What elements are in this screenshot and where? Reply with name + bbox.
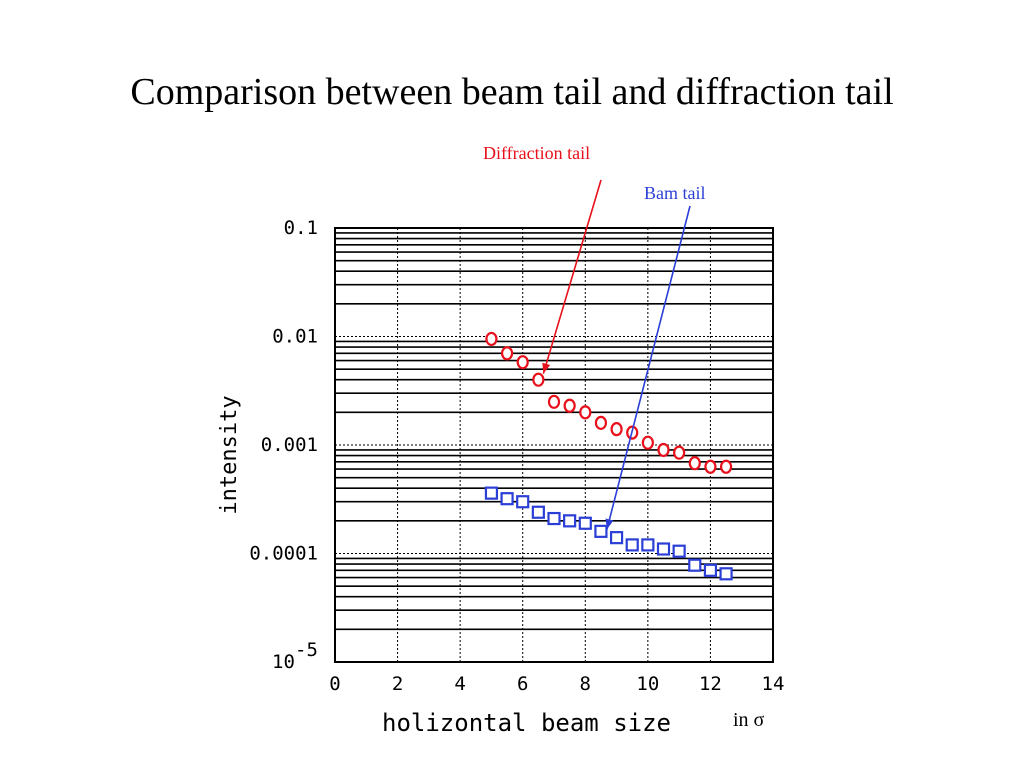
slide-title: Comparison between beam tail and diffrac… [130, 71, 894, 113]
beam-tail-point [531, 505, 545, 519]
x-axis-label: holizontal beam size [382, 709, 671, 737]
x-tick-label: 0 [329, 673, 340, 695]
diffraction-tail-point [610, 422, 623, 437]
y-tick-label: 0.1 [284, 217, 318, 239]
beam-tail-point [516, 495, 530, 509]
y-tick-label-exponent: -5 [295, 639, 318, 661]
diffraction-tail-point [719, 459, 733, 474]
beam-tail-point [656, 542, 671, 556]
diffraction-tail-point [688, 456, 701, 471]
diffraction-tail-point [657, 442, 670, 458]
beam-tail-point [703, 563, 718, 577]
x-tick-label: 8 [580, 673, 591, 695]
y-axis-label: intensity [217, 395, 242, 514]
beam-tail-point [500, 492, 514, 506]
arrow-shaft [542, 179, 602, 374]
x-tick-labels: 0 2 4 6 8 10 12 14 [329, 673, 784, 695]
y-tick-label: 0.01 [272, 326, 318, 348]
arrow-head [605, 518, 614, 530]
diffraction-tail-point [547, 394, 561, 409]
diffraction-tail-annotation: Diffraction tail [483, 143, 590, 163]
x-tick-label: 2 [392, 673, 403, 695]
diffraction-tail-point [500, 346, 514, 361]
beam-tail-point [563, 514, 577, 528]
diffraction-tail-point [485, 331, 498, 347]
diffraction-tail-point [641, 435, 654, 450]
y-tick-label: 0.0001 [249, 543, 318, 565]
diffraction-tail-point [704, 459, 717, 474]
annotation-arrows [542, 179, 691, 530]
beam-tail-point [578, 516, 592, 530]
x-tick-label: 4 [454, 673, 465, 695]
x-tick-label: 6 [517, 673, 528, 695]
beam-tail-point [484, 486, 499, 500]
x-tick-label: 14 [762, 673, 785, 695]
y-tick-label-base: 10 [272, 651, 295, 673]
beam-tail-point [547, 511, 561, 526]
y-tick-labels: 0.1 0.01 0.001 0.0001 10-5 [249, 217, 318, 673]
diffraction-tail-arrow [542, 179, 602, 374]
data-markers [484, 331, 733, 581]
beam-tail-point [625, 538, 639, 552]
beam-tail-point [719, 567, 733, 581]
x-axis-unit: in σ [733, 709, 765, 731]
beam-tail-point [688, 558, 702, 572]
diffraction-tail-point [532, 372, 545, 387]
beam-tail-point [609, 531, 624, 545]
arrow-shaft [606, 205, 691, 530]
beam-tail-arrow [605, 205, 691, 530]
x-tick-label: 12 [699, 673, 722, 695]
diffraction-tail-point [594, 415, 608, 430]
plot-frame [334, 227, 774, 663]
diffraction-tail-point [579, 405, 592, 420]
chart-grid [334, 227, 774, 663]
x-tick-label: 10 [636, 673, 659, 695]
beam-tail-point [672, 544, 686, 558]
arrow-head [542, 362, 551, 374]
beam-tail-point [641, 538, 655, 552]
y-tick-label: 0.001 [261, 434, 318, 456]
diffraction-tail-point [516, 355, 529, 370]
diffraction-tail-point [673, 445, 686, 460]
beam-tail-point [594, 524, 608, 538]
diffraction-tail-point [563, 398, 576, 413]
beam-tail-annotation: Bam tail [644, 183, 706, 203]
